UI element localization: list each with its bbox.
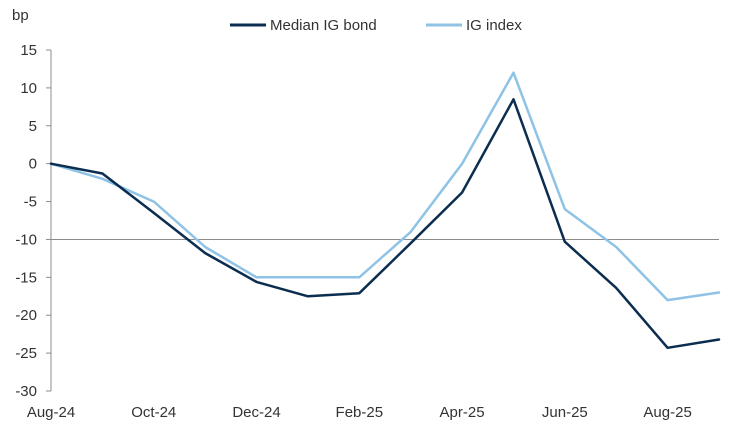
x-tick-label: Dec-24: [232, 404, 280, 421]
series-line-median-ig-bond: [49, 98, 721, 350]
legend-label: IG index: [466, 17, 522, 34]
legend-label: Median IG bond: [270, 17, 377, 34]
x-tick-label: Aug-25: [643, 404, 691, 421]
y-tick-label: -25: [15, 345, 37, 362]
y-tick-label: 5: [29, 118, 37, 135]
y-tick-label: 10: [20, 80, 37, 97]
y-axis-unit-label: bp: [12, 7, 29, 24]
axes: 15 10 5 0 -5 -10 -15 -20 -25 -30 Aug-24 Oct-24 Dec-2…: [15, 42, 691, 421]
y-tick-label: -5: [24, 194, 37, 211]
series-lines: [49, 71, 721, 350]
y-tick-label: -20: [15, 307, 37, 324]
y-tick-label: 0: [29, 156, 37, 173]
y-tick-label: -15: [15, 269, 37, 286]
y-tick-label: -10: [15, 231, 37, 248]
x-tick-label: Oct-24: [131, 404, 176, 421]
legend: Median IG bond IG index: [230, 17, 522, 34]
x-tick-label: Jun-25: [542, 404, 588, 421]
y-tick-label: 15: [20, 42, 37, 59]
x-tick-label: Aug-24: [27, 404, 75, 421]
series-line-ig-index: [49, 71, 721, 302]
y-tick-label: -30: [15, 383, 37, 400]
x-tick-label: Feb-25: [336, 404, 384, 421]
x-tick-label: Apr-25: [440, 404, 485, 421]
